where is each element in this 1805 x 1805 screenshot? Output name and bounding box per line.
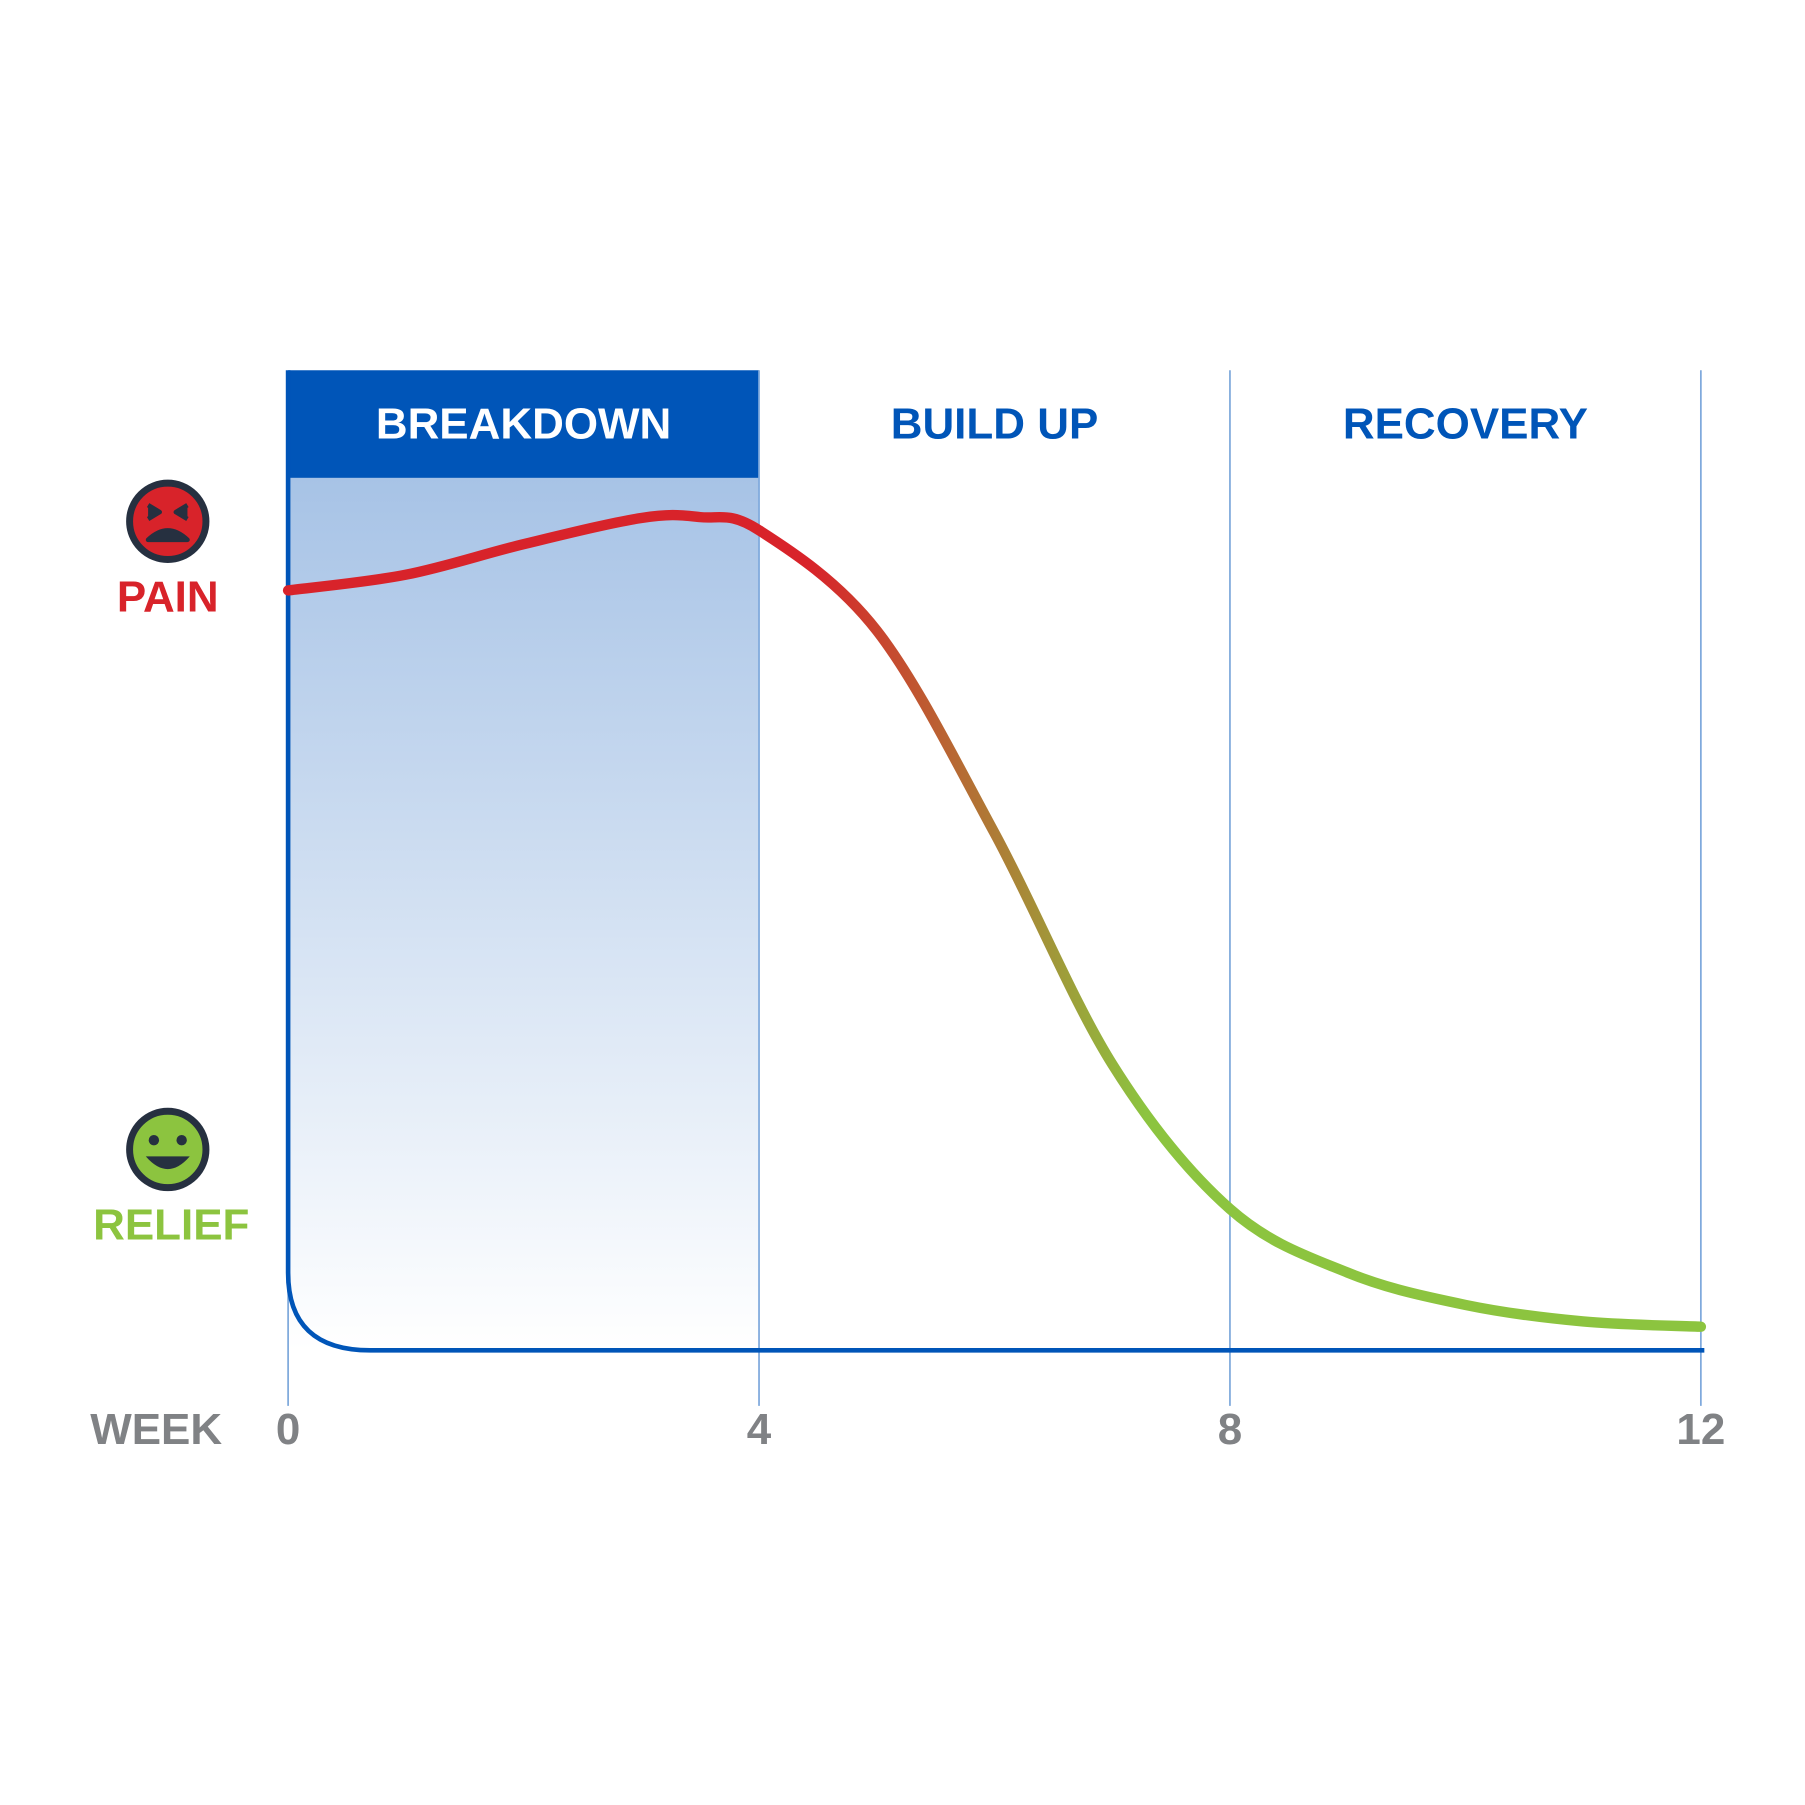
pain-curve — [282, 509, 1707, 1332]
face-icon — [126, 479, 210, 563]
phase-label: BUILD UP — [891, 400, 1099, 449]
x-tick-label: 4 — [747, 1405, 772, 1454]
axis — [285, 370, 1705, 1353]
x-tick-label: 8 — [1218, 1405, 1242, 1454]
face-feature — [176, 1134, 187, 1146]
x-tick-label: 12 — [1676, 1405, 1725, 1454]
y-tick-label: PAIN — [117, 573, 219, 622]
x-tick-label: 0 — [276, 1405, 300, 1454]
face-icon — [126, 1107, 210, 1192]
phase-shade — [288, 477, 760, 1351]
face-feature — [148, 1134, 160, 1146]
phase-header — [288, 370, 760, 478]
phase-label: BREAKDOWN — [376, 400, 671, 449]
x-axis-label: WEEK — [90, 1405, 222, 1454]
face-feature — [145, 1156, 190, 1170]
phase-label: RECOVERY — [1343, 400, 1588, 449]
y-tick-label: RELIEF — [93, 1201, 249, 1250]
face-feature — [145, 503, 190, 543]
